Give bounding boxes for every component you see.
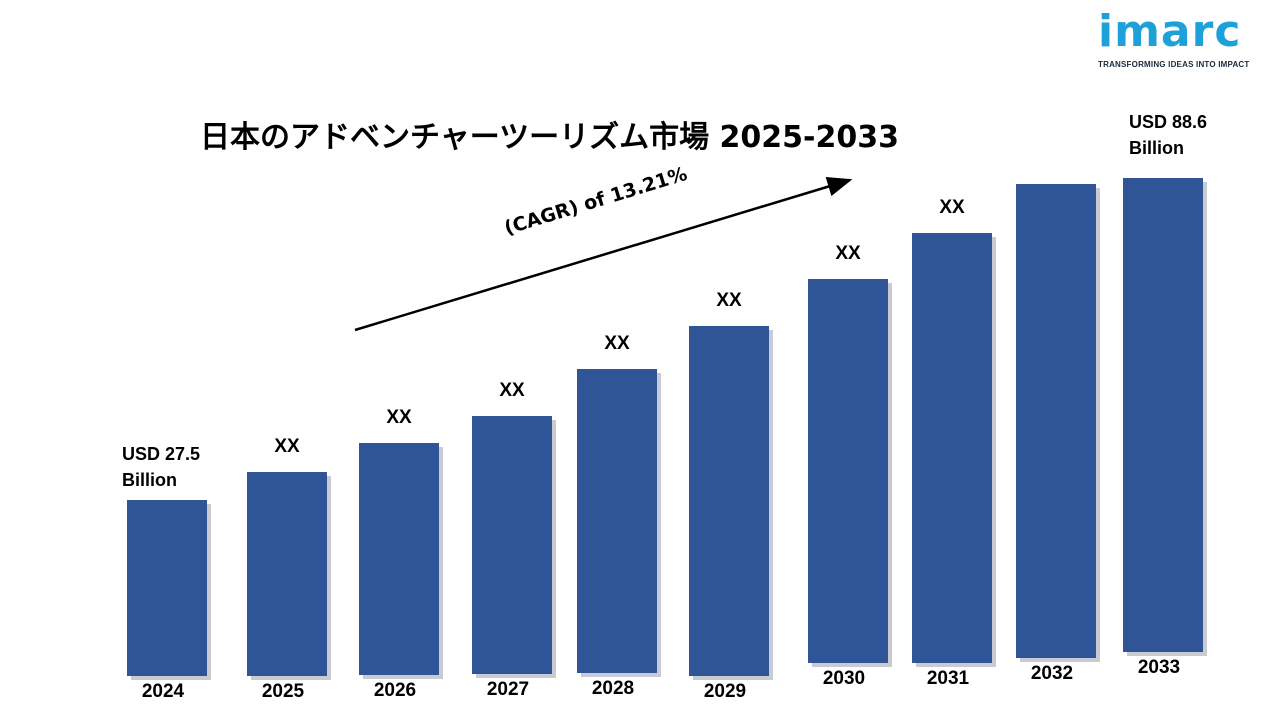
value-label-2028: XX	[604, 333, 630, 354]
value-label-2031: XX	[939, 197, 965, 218]
bar-2027	[472, 416, 552, 674]
bar-2024	[127, 500, 207, 676]
bar-2031	[912, 233, 992, 663]
chart-title: 日本のアドベンチャーツーリズム市場 2025-2033	[200, 120, 899, 155]
value-label-2025: XX	[274, 436, 300, 457]
x-tick-2025: 2025	[262, 681, 305, 702]
bar-2028	[577, 369, 657, 673]
x-tick-2024: 2024	[142, 681, 185, 702]
x-tick-2029: 2029	[704, 681, 746, 702]
x-tick-labels-group: 2024 2025 2026 2027 2028 2029 2030 2031 2032 2033	[142, 657, 1180, 702]
value-label-2029: XX	[716, 290, 742, 311]
bar-2030	[808, 279, 888, 663]
x-tick-2027: 2027	[487, 679, 529, 700]
logo-wordmark: imarc	[1098, 6, 1242, 57]
x-tick-2031: 2031	[927, 668, 970, 689]
logo-tagline: TRANSFORMING IDEAS INTO IMPACT	[1098, 60, 1250, 69]
x-tick-2026: 2026	[374, 680, 416, 701]
value-label-2027: XX	[499, 380, 525, 401]
bar-2032	[1016, 184, 1096, 658]
bars-group	[127, 178, 1207, 680]
bar-2033	[1123, 178, 1203, 652]
bar-2025	[247, 472, 327, 676]
imarc-logo: imarc TRANSFORMING IDEAS INTO IMPACT	[1098, 6, 1258, 70]
value-label-2033: USD 88.6 Billion	[1129, 112, 1207, 158]
cagr-arrow	[354, 176, 853, 332]
bar-2026	[359, 443, 439, 675]
x-tick-2028: 2028	[592, 678, 634, 699]
x-tick-2030: 2030	[823, 668, 865, 689]
x-tick-2033: 2033	[1138, 657, 1180, 678]
value-label-2026: XX	[386, 407, 412, 428]
value-label-2030: XX	[835, 243, 861, 264]
value-label-2024: USD 27.5 Billion	[122, 444, 200, 490]
bar-2029	[689, 326, 769, 676]
x-tick-2032: 2032	[1031, 663, 1073, 684]
value-labels-group: USD 27.5 Billion XX XX XX XX XX XX XX USD 88.6 Bil…	[122, 112, 1207, 490]
